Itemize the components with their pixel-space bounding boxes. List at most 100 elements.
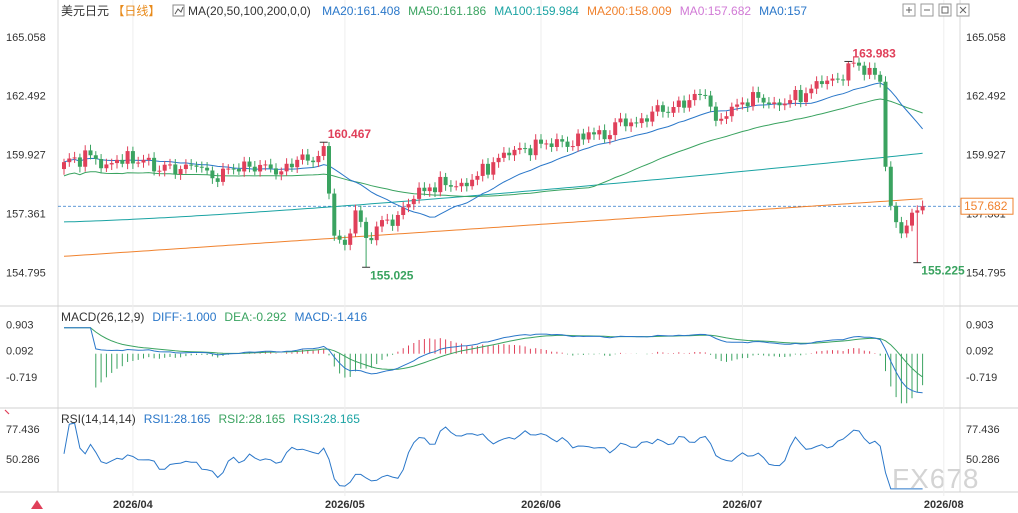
candle-body	[883, 81, 888, 167]
candle-body	[777, 102, 782, 106]
candle-body	[698, 93, 702, 95]
candle-body	[305, 154, 310, 161]
candle-body	[655, 105, 660, 112]
candle-body	[231, 168, 236, 170]
candle-body	[321, 146, 326, 156]
candle-body	[507, 152, 512, 156]
candle-body	[772, 102, 777, 104]
scroll-left-icon[interactable]	[31, 500, 43, 509]
zoom-in-icon[interactable]	[902, 3, 916, 17]
candle-body	[295, 159, 300, 168]
macd-legend-item: MACD:-1.416	[294, 310, 367, 324]
ma-value-4: MA0:157.682	[680, 4, 752, 18]
candle-body	[62, 162, 66, 170]
candle-body	[189, 164, 194, 166]
ma50-line	[63, 98, 923, 198]
candle-body	[448, 185, 453, 187]
indicator-settings-icon[interactable]	[172, 4, 185, 17]
ma-value-0: MA20:161.408	[322, 4, 400, 18]
macd-legend-item: DIFF:-1.000	[152, 310, 216, 324]
candle-body	[411, 198, 416, 205]
macd-tick-right: 0.092	[966, 346, 994, 358]
candle-body	[597, 130, 602, 135]
close-icon[interactable]	[956, 3, 970, 17]
high-annotation: 163.983	[852, 46, 896, 60]
candle-body	[178, 169, 183, 175]
candle-body	[554, 139, 559, 147]
candle-body	[459, 182, 464, 187]
candle-body	[221, 168, 225, 182]
indicator-settings-icon-glyph	[174, 6, 184, 15]
toolbar	[902, 3, 970, 17]
candle-body	[915, 210, 920, 213]
candle-body	[369, 237, 374, 241]
candle-body	[162, 164, 167, 171]
macd-tick-left: 0.903	[6, 319, 34, 331]
candle-body	[809, 88, 814, 94]
candle-body	[136, 162, 141, 164]
candle-body	[751, 92, 755, 107]
period-label: 【日线】	[112, 4, 160, 18]
candle-body	[401, 207, 406, 215]
candle-body	[830, 78, 835, 81]
zoom-out-icon[interactable]	[920, 3, 934, 17]
price-tick-right: 154.795	[966, 268, 1006, 280]
candle-body	[385, 219, 390, 221]
candle-body	[761, 97, 766, 103]
low-annotation: 155.225	[921, 264, 965, 278]
candle-body	[517, 148, 522, 150]
price-panel: 165.058 165.058 162.492 162.492 159.927 159.9…	[6, 32, 1014, 282]
rsi-tick-right: 50.286	[966, 454, 1000, 466]
candle-body	[168, 164, 172, 166]
price-tick-left: 165.058	[6, 32, 46, 44]
rsi-tick-left: 50.286	[6, 454, 40, 466]
macd-tick-right: -0.719	[966, 372, 997, 384]
ma-params-label: MA(20,50,100,200,0,0)	[188, 4, 311, 18]
candle-body	[846, 63, 851, 81]
candle-body	[602, 130, 607, 140]
dea-line	[64, 327, 923, 378]
candle-body	[899, 222, 904, 234]
candle-body	[586, 132, 591, 140]
macd-panel: 0.903 0.903 0.092 0.092 -0.719 -0.719 MACD(26,…	[6, 310, 997, 404]
candle-body	[576, 133, 581, 147]
candle-body	[427, 187, 432, 192]
candle-body	[433, 187, 437, 193]
candle-body	[289, 163, 294, 168]
candle-body	[570, 146, 575, 148]
candle-body	[332, 193, 337, 236]
candle-body	[920, 206, 925, 211]
restore-icon[interactable]	[938, 3, 952, 17]
candle-body	[258, 164, 263, 172]
price-tick-right: 159.927	[966, 150, 1006, 162]
macd-legend: MACD(26,12,9) DIFF:-1.000 DEA:-0.292 MACD:-…	[61, 310, 367, 324]
rsi-legend: RSI(14,14,14) RSI1:28.165 RSI2:28.165 RSI3:…	[61, 412, 360, 426]
candle-body	[660, 105, 665, 112]
candle-body	[390, 219, 395, 226]
candle-body	[470, 179, 475, 187]
x-tick-label: 2026/07	[723, 499, 763, 511]
candle-body	[676, 100, 681, 108]
candle-body	[464, 182, 469, 187]
candle-body	[671, 107, 676, 113]
rsi-legend-item: RSI3:28.165	[293, 412, 360, 426]
candle-body	[735, 104, 740, 107]
candle-body	[443, 176, 448, 186]
candle-body	[708, 95, 713, 107]
candle-body	[703, 94, 708, 96]
header-legend: 美元日元 【日线】 MA(20,50,100,200,0,0) MA20:161…	[61, 4, 807, 18]
candle-body	[77, 157, 82, 167]
candle-body	[194, 165, 199, 167]
candle-body	[719, 118, 724, 121]
ma-value-5: MA0:157	[759, 4, 807, 18]
rsi-tick-right: 77.436	[966, 424, 1000, 436]
ma200-line	[63, 198, 923, 257]
candle-body	[210, 170, 215, 179]
candle-body	[475, 175, 480, 180]
candle-body	[724, 116, 729, 119]
macd-tick-right: 0.903	[966, 319, 994, 331]
candle-body	[300, 154, 305, 160]
